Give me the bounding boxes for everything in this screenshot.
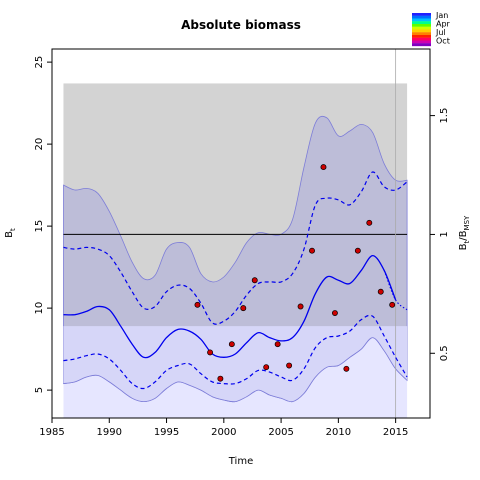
y-tick-label: 15 (34, 220, 45, 233)
observation-point (286, 362, 293, 369)
y-tick-label: 25 (34, 56, 45, 69)
biomass-prediction-line (383, 270, 408, 311)
y2-tick-label: 1 (439, 231, 450, 237)
x-tick-label: 2005 (268, 427, 293, 438)
legend-color-swatch (412, 43, 431, 47)
y-axis-label-sub: t (9, 228, 17, 231)
legend-color-swatch (412, 13, 431, 16)
y2-tick-label: 1.5 (439, 108, 450, 124)
y2-label-main: B (458, 243, 469, 250)
legend-color-swatch (412, 37, 431, 41)
legend-label: Oct (436, 37, 450, 46)
y2-label-sub1: t (463, 240, 471, 243)
observation-point (263, 364, 270, 371)
observation-point (354, 247, 361, 254)
y-tick-label: 5 (34, 387, 45, 393)
biomass-estimate-line (63, 254, 397, 359)
ci-lower-line (63, 314, 408, 390)
legend-color-swatch (412, 26, 431, 30)
legend-color-swatch (412, 40, 431, 44)
observation-point (297, 303, 304, 310)
observation-point (194, 301, 201, 308)
y-axis-label: Bt (4, 228, 17, 238)
observation-point (207, 349, 214, 356)
legend-color-swatch (412, 24, 431, 27)
legend-label: Jan (435, 11, 448, 20)
x-axis-label: Time (228, 456, 253, 467)
x-tick-label: 1995 (154, 427, 179, 438)
ci95-lower-edge (63, 337, 408, 403)
x-tick-label: 2000 (211, 427, 236, 438)
ci95-band-lower-part (63, 326, 408, 402)
observation-point (320, 164, 327, 171)
legend-color-swatch (412, 29, 431, 33)
y-tick-label: 10 (34, 302, 45, 315)
observation-point (343, 365, 350, 372)
x-tick-label: 1985 (39, 427, 64, 438)
ci-upper-line (63, 171, 408, 325)
x-tick-label: 2010 (326, 427, 351, 438)
observation-point (331, 310, 338, 316)
legend-color-swatch (412, 15, 431, 19)
observation-point (251, 277, 258, 284)
legend-color-swatch (412, 32, 431, 36)
observation-point (377, 288, 384, 295)
y2-tick-label: 0.5 (439, 345, 450, 361)
observation-point (217, 375, 224, 382)
observation-point (240, 305, 247, 312)
chart-title: Absolute biomass (181, 18, 301, 32)
observation-point (309, 247, 315, 254)
legend-label: Apr (436, 20, 451, 29)
observation-point (389, 301, 396, 308)
x-tick-label: 1990 (97, 427, 122, 438)
y2-axis-label: Bt/BMSY (458, 215, 471, 250)
y-tick-label: 20 (34, 138, 45, 151)
observation-point (228, 341, 235, 348)
legend-color-swatch (412, 35, 431, 38)
y2-label-mid: /B (458, 230, 469, 240)
x-tick-label: 2015 (383, 427, 408, 438)
legend-color-swatch (412, 21, 431, 25)
observation-point (366, 219, 373, 226)
legend-color-swatch (412, 18, 431, 22)
observation-point (274, 341, 281, 348)
legend-label: Jul (435, 28, 446, 37)
y2-label-sub2: MSY (463, 215, 471, 230)
plot-frame (51, 48, 431, 419)
y-axis-label-main: B (4, 231, 15, 238)
